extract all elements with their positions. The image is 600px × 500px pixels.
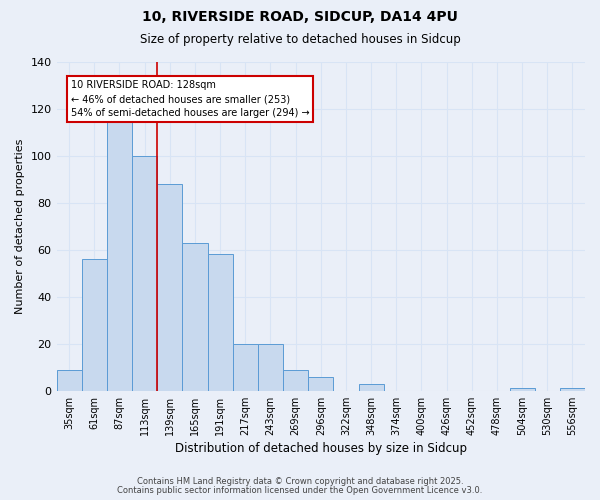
- Bar: [56, 370, 82, 391]
- Bar: [82, 259, 107, 391]
- Text: Size of property relative to detached houses in Sidcup: Size of property relative to detached ho…: [140, 32, 460, 46]
- Text: 10 RIVERSIDE ROAD: 128sqm
← 46% of detached houses are smaller (253)
54% of semi: 10 RIVERSIDE ROAD: 128sqm ← 46% of detac…: [71, 80, 310, 118]
- Bar: [560, 388, 585, 391]
- Bar: [233, 344, 258, 391]
- Bar: [208, 254, 233, 391]
- Bar: [283, 370, 308, 391]
- Bar: [182, 242, 208, 391]
- Y-axis label: Number of detached properties: Number of detached properties: [15, 138, 25, 314]
- Bar: [509, 388, 535, 391]
- Bar: [107, 118, 132, 391]
- Bar: [157, 184, 182, 391]
- X-axis label: Distribution of detached houses by size in Sidcup: Distribution of detached houses by size …: [175, 442, 467, 455]
- Text: Contains HM Land Registry data © Crown copyright and database right 2025.: Contains HM Land Registry data © Crown c…: [137, 477, 463, 486]
- Bar: [359, 384, 383, 391]
- Bar: [258, 344, 283, 391]
- Text: 10, RIVERSIDE ROAD, SIDCUP, DA14 4PU: 10, RIVERSIDE ROAD, SIDCUP, DA14 4PU: [142, 10, 458, 24]
- Bar: [308, 376, 334, 391]
- Text: Contains public sector information licensed under the Open Government Licence v3: Contains public sector information licen…: [118, 486, 482, 495]
- Bar: [132, 156, 157, 391]
